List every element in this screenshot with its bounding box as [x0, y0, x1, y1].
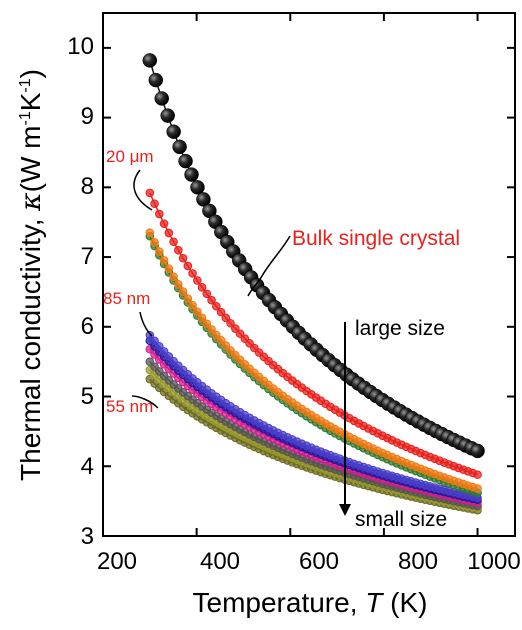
ticks-layer	[102, 13, 515, 537]
data-point	[183, 261, 193, 271]
data-point	[145, 228, 155, 237]
data-point	[155, 209, 164, 219]
label-20-um: 20 μm	[106, 147, 154, 166]
data-point	[154, 91, 169, 106]
data-point	[202, 319, 212, 329]
data-point	[184, 167, 199, 182]
series-layer	[142, 53, 485, 515]
y-axis-title: Thermal conductivity, κ(W m-1K-1)	[14, 69, 47, 481]
data-point	[164, 264, 174, 273]
x-tick-label: 1000	[467, 548, 520, 575]
data-point	[188, 300, 197, 310]
data-point	[145, 330, 155, 340]
data-point	[190, 180, 205, 195]
data-point	[470, 443, 485, 459]
data-series	[142, 53, 485, 459]
data-point	[212, 330, 221, 340]
data-point	[164, 228, 174, 238]
data-point	[216, 307, 226, 317]
data-point	[193, 307, 202, 316]
label-55-nm: 55 nm	[106, 397, 153, 416]
data-point	[473, 470, 482, 479]
data-point	[150, 336, 159, 346]
y-tick-label: 8	[81, 173, 94, 200]
y-tick-label: 4	[81, 453, 94, 480]
data-point	[169, 237, 178, 247]
data-point	[148, 72, 164, 88]
x-tick-label: 600	[299, 548, 339, 575]
data-point	[183, 294, 193, 303]
data-series	[145, 228, 482, 493]
data-point	[178, 287, 188, 296]
y-tick-label: 3	[81, 523, 94, 550]
data-point	[216, 336, 226, 345]
y-tick-labels: 3 4 5 6 7 8 9 10	[67, 33, 94, 550]
x-tick-label: 800	[398, 548, 438, 575]
pointer-55-nm	[131, 395, 159, 409]
data-point	[207, 295, 216, 305]
y-tick-label: 10	[67, 33, 94, 60]
data-point	[159, 219, 169, 228]
data-point	[166, 124, 181, 139]
data-point	[150, 238, 159, 247]
data-point	[169, 272, 178, 281]
data-point	[174, 279, 183, 289]
data-point	[226, 318, 235, 328]
data-point	[207, 325, 216, 334]
data-point	[212, 301, 221, 311]
data-point	[178, 153, 193, 169]
data-point	[202, 289, 212, 299]
bulk-crystal-label: Bulk single crystal	[292, 227, 460, 250]
data-point	[178, 253, 188, 263]
data-point	[196, 192, 211, 207]
x-tick-labels: 200 400 600 800 1000	[97, 548, 521, 575]
pointer-20-um	[133, 169, 153, 211]
size-trend-arrow-head	[339, 504, 351, 516]
y-tick-label: 6	[81, 313, 94, 340]
data-point	[197, 283, 207, 292]
x-tick-label: 400	[200, 548, 240, 575]
data-point	[155, 341, 164, 351]
bulk-crystal-pointer	[247, 235, 291, 297]
data-point	[473, 484, 482, 493]
large-size-label: large size	[355, 317, 445, 340]
data-point	[172, 139, 187, 155]
y-tick-label: 9	[81, 103, 94, 130]
plot-frame	[102, 12, 516, 537]
label-85-nm: 85 nm	[103, 289, 150, 308]
data-point	[193, 276, 202, 285]
x-axis-title: Temperature, T (K)	[193, 587, 428, 618]
data-point	[142, 53, 158, 68]
data-point	[221, 313, 231, 323]
data-point	[150, 199, 159, 208]
data-series	[145, 188, 482, 479]
x-tick-label: 200	[97, 548, 137, 575]
y-tick-label: 7	[81, 243, 94, 270]
data-point	[155, 247, 164, 256]
small-size-label: small size	[355, 508, 447, 531]
data-point	[188, 269, 197, 278]
data-point	[197, 313, 207, 323]
data-point	[160, 108, 175, 123]
y-tick-label: 5	[81, 383, 94, 410]
pointer-85-nm	[139, 311, 153, 337]
data-point	[145, 188, 155, 198]
data-point	[159, 256, 169, 265]
data-point	[174, 245, 183, 255]
data-series	[145, 330, 482, 502]
